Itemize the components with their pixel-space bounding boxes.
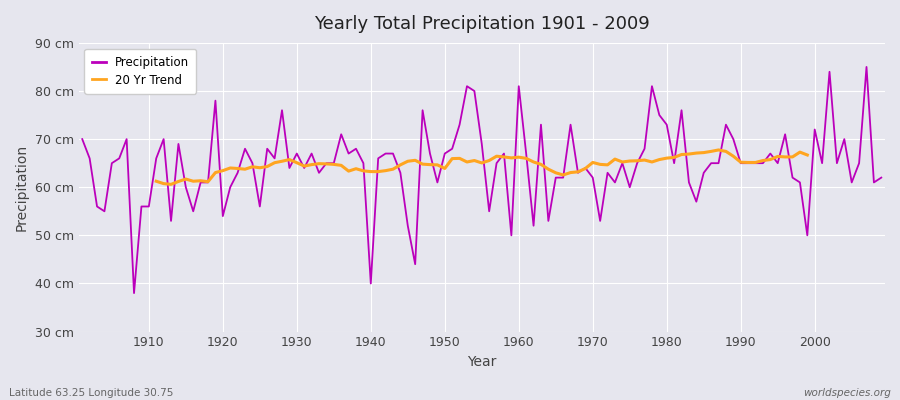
20 Yr Trend xyxy=(225,166,236,170)
Title: Yearly Total Precipitation 1901 - 2009: Yearly Total Precipitation 1901 - 2009 xyxy=(314,15,650,33)
Text: worldspecies.org: worldspecies.org xyxy=(803,388,891,398)
Precipitation xyxy=(143,204,154,209)
Precipitation xyxy=(76,137,87,142)
Line: Precipitation: Precipitation xyxy=(82,67,881,293)
20 Yr Trend xyxy=(410,158,420,163)
Legend: Precipitation, 20 Yr Trend: Precipitation, 20 Yr Trend xyxy=(85,49,196,94)
20 Yr Trend xyxy=(802,152,813,157)
20 Yr Trend xyxy=(491,154,502,159)
Precipitation xyxy=(351,146,362,151)
20 Yr Trend xyxy=(239,167,250,172)
Y-axis label: Precipitation: Precipitation xyxy=(15,144,29,231)
20 Yr Trend xyxy=(742,160,753,165)
Precipitation xyxy=(861,64,872,69)
20 Yr Trend xyxy=(713,148,724,152)
Text: Latitude 63.25 Longitude 30.75: Latitude 63.25 Longitude 30.75 xyxy=(9,388,174,398)
Line: 20 Yr Trend: 20 Yr Trend xyxy=(157,150,807,184)
Precipitation xyxy=(129,291,140,296)
X-axis label: Year: Year xyxy=(467,355,497,369)
Precipitation xyxy=(306,151,317,156)
20 Yr Trend xyxy=(292,160,302,165)
Precipitation xyxy=(513,84,524,88)
20 Yr Trend xyxy=(151,179,162,184)
Precipitation xyxy=(609,180,620,185)
20 Yr Trend xyxy=(166,182,176,187)
Precipitation xyxy=(521,151,532,156)
Precipitation xyxy=(876,175,886,180)
